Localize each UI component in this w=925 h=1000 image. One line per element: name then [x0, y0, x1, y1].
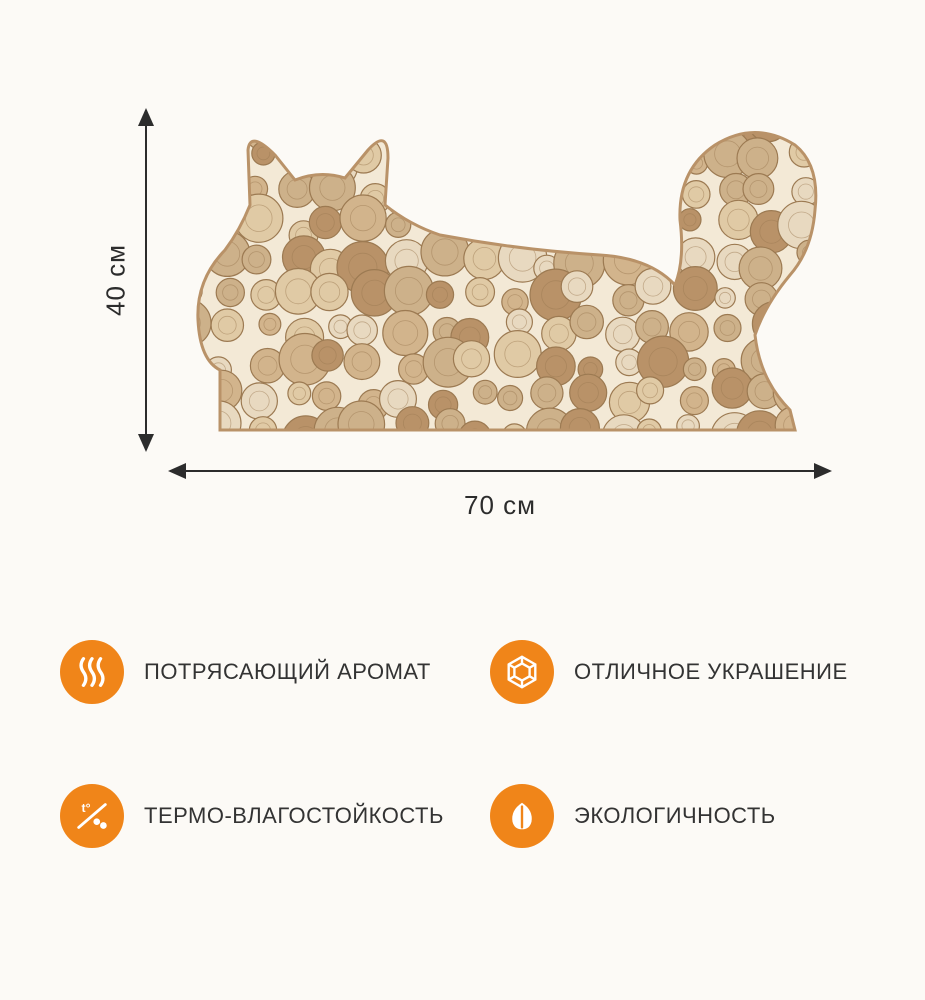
feature-aroma: ПОТРЯСАЮЩИЙ АРОМАТ [60, 640, 450, 704]
eco-icon [490, 784, 554, 848]
arrow-right-icon [814, 463, 832, 479]
height-dimension: 40 см [90, 110, 170, 450]
width-label: 70 см [170, 490, 830, 521]
feature-label: ПОТРЯСАЮЩИЙ АРОМАТ [144, 659, 431, 685]
feature-thermo: t° ТЕРМО-ВЛАГОСТОЙКОСТЬ [60, 784, 450, 848]
svg-text:t°: t° [82, 801, 91, 815]
feature-label: ЭКОЛОГИЧНОСТЬ [574, 803, 776, 829]
height-line [145, 110, 147, 450]
decoration-icon [490, 640, 554, 704]
width-line [170, 470, 830, 472]
feature-label: ТЕРМО-ВЛАГОСТОЙКОСТЬ [144, 803, 444, 829]
feature-decoration: ОТЛИЧНОЕ УКРАШЕНИЕ [490, 640, 880, 704]
aroma-icon [60, 640, 124, 704]
dimension-diagram: 40 см 70 см [90, 110, 860, 530]
product-image [180, 110, 820, 440]
width-dimension: 70 см [170, 460, 830, 530]
feature-eco: ЭКОЛОГИЧНОСТЬ [490, 784, 880, 848]
thermo-icon: t° [60, 784, 124, 848]
height-label: 40 см [101, 244, 132, 316]
feature-label: ОТЛИЧНОЕ УКРАШЕНИЕ [574, 659, 848, 685]
features-grid: ПОТРЯСАЮЩИЙ АРОМАТ ОТЛИЧНОЕ УКРАШЕНИЕ t° [60, 640, 880, 848]
cat-silhouette-icon [180, 110, 820, 440]
arrow-down-icon [138, 434, 154, 452]
